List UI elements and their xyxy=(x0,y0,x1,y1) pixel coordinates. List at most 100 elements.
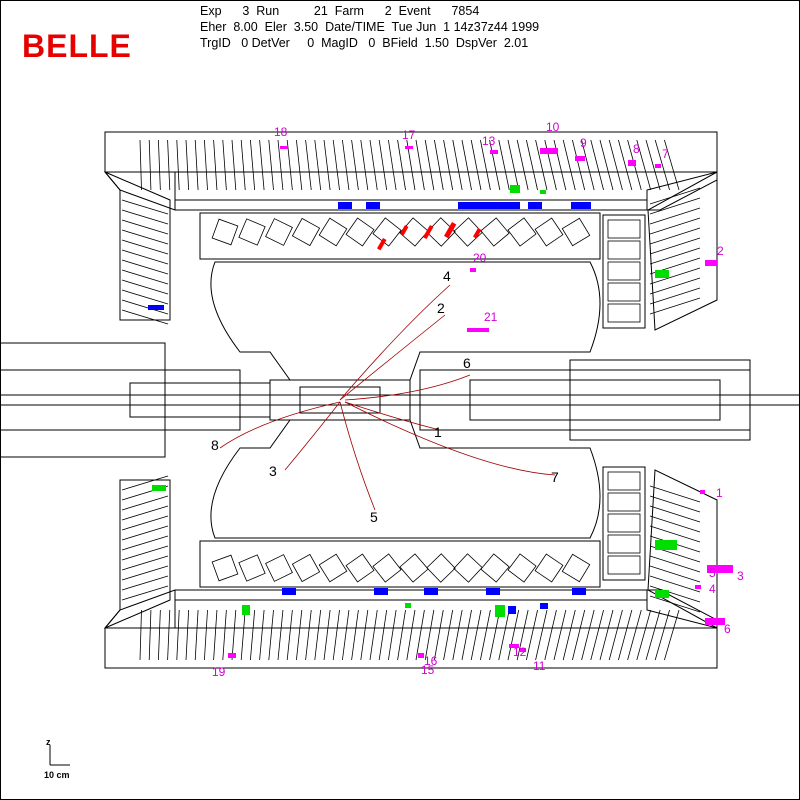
acc-hit xyxy=(377,238,387,251)
cluster-label: 6 xyxy=(724,622,731,636)
cluster-hit xyxy=(705,618,725,625)
klm-hit xyxy=(458,202,520,209)
header-line-config: TrgID 0 DetVer 0 MagID 0 BField 1.50 Dsp… xyxy=(200,36,529,50)
ecl-hit xyxy=(655,590,669,598)
track-1 xyxy=(344,401,441,431)
cluster-label: 17 xyxy=(402,128,416,142)
klm-hit xyxy=(374,588,388,595)
cluster-label: 4 xyxy=(709,582,716,596)
cluster-hit xyxy=(467,328,489,332)
scale-axis-letter: z xyxy=(46,737,51,747)
header-line-beam: Eher 8.00 Eler 3.50 Date/TIME Tue Jun 1 … xyxy=(200,20,540,34)
klm-hit xyxy=(366,202,380,209)
cluster-label: 21 xyxy=(484,310,498,324)
beamline-left xyxy=(0,342,166,458)
cluster-label: 7 xyxy=(662,147,669,161)
detector-outline xyxy=(0,131,800,669)
cluster-label: 1 xyxy=(716,486,723,500)
acc-hit xyxy=(472,228,482,239)
cluster-hit xyxy=(655,164,661,168)
cluster-label: 16 xyxy=(424,654,438,668)
cluster-label: 2 xyxy=(717,244,724,258)
cluster-hit xyxy=(540,148,558,154)
klm-hit xyxy=(571,202,591,209)
cluster-hit xyxy=(575,156,585,161)
track-labels: 4 2 6 1 8 3 7 5 xyxy=(211,268,559,525)
track-label: 5 xyxy=(370,509,378,525)
track-2 xyxy=(339,314,446,401)
cluster-label: 5 xyxy=(709,566,716,580)
cluster-label: 8 xyxy=(633,142,640,156)
cluster-label: 18 xyxy=(274,125,288,139)
track-5 xyxy=(339,401,376,511)
klm-hit xyxy=(486,588,500,595)
cluster-hit xyxy=(509,644,519,648)
cluster-hit xyxy=(705,260,717,266)
calorimeter-hits xyxy=(148,146,733,658)
cluster-hit xyxy=(520,648,526,652)
cluster-hit xyxy=(405,146,413,149)
ecl-hit xyxy=(495,605,505,617)
klm-hit xyxy=(528,202,542,209)
acc-hit xyxy=(444,221,457,239)
cluster-hit xyxy=(628,160,636,166)
cluster-label: 13 xyxy=(482,134,496,148)
acc-counters xyxy=(211,217,641,583)
klm-hit xyxy=(148,305,164,310)
cluster-hit xyxy=(470,268,476,272)
klm-hit xyxy=(282,588,296,595)
track-6 xyxy=(344,374,471,401)
belle-logo: BELLE xyxy=(22,28,132,64)
charged-tracks xyxy=(219,284,556,511)
acc-hit xyxy=(422,225,434,240)
cluster-hit xyxy=(707,565,733,573)
ecl-hit xyxy=(655,270,669,278)
cdc-bottom xyxy=(210,419,601,539)
track-label: 1 xyxy=(434,424,442,440)
klm-hit xyxy=(540,603,548,609)
ecl-hit xyxy=(405,603,411,608)
cluster-hit xyxy=(280,146,288,149)
klm-hit xyxy=(572,588,586,595)
klm-hit xyxy=(338,202,352,209)
header-line-run: Exp 3 Run 21 Farm 2 Event 7854 xyxy=(200,4,480,18)
track-label: 7 xyxy=(551,469,559,485)
cdc-top xyxy=(210,261,601,381)
track-8 xyxy=(219,401,341,449)
cluster-label: 9 xyxy=(580,136,587,150)
cluster-label: 15 xyxy=(421,663,435,677)
klm-hit xyxy=(424,588,438,595)
ecl-crystals xyxy=(121,139,701,661)
ecl-hit xyxy=(510,185,520,193)
track-label: 2 xyxy=(437,300,445,316)
endcap-acc-bottom xyxy=(602,466,646,581)
ecl-hit xyxy=(540,190,546,194)
acc-top xyxy=(199,212,601,260)
beamline-right xyxy=(569,359,751,441)
cluster-label: 3 xyxy=(737,569,744,583)
cluster-hit xyxy=(228,653,236,658)
track-label: 3 xyxy=(269,463,277,479)
ecl-hit xyxy=(655,540,677,550)
cluster-label: 19 xyxy=(212,665,226,679)
cluster-label: 11 xyxy=(533,659,546,673)
endcap-acc-top xyxy=(602,214,646,329)
klm-bottom-barrel xyxy=(104,627,718,669)
track-3 xyxy=(284,401,341,471)
ecl-endcap-top-left xyxy=(104,171,171,321)
scale-indicator: z 10 cm xyxy=(44,737,70,780)
track-label: 8 xyxy=(211,437,219,453)
ecl-top-frame xyxy=(103,171,718,211)
acc-bottom xyxy=(199,540,601,588)
track-4 xyxy=(339,284,451,401)
track-7 xyxy=(344,401,556,476)
acc-hit xyxy=(400,225,409,236)
ecl-hit xyxy=(242,605,250,615)
ecl-bottom-frame xyxy=(103,589,718,629)
klm-top-barrel xyxy=(104,131,718,173)
track-label: 4 xyxy=(443,268,451,284)
scale-label: 10 cm xyxy=(44,770,70,780)
cluster-label: 10 xyxy=(546,120,560,134)
